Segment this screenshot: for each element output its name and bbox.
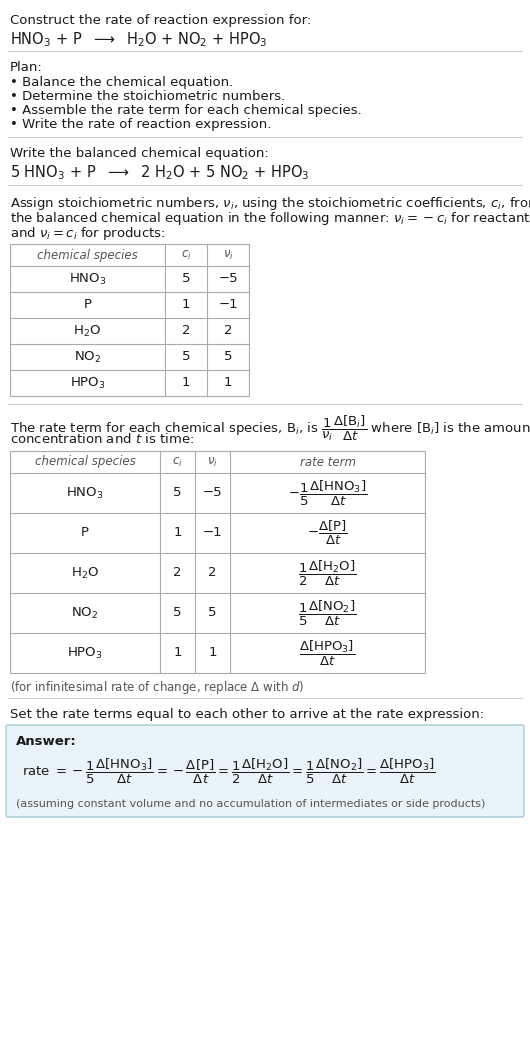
Text: HPO$_3$: HPO$_3$ xyxy=(69,376,105,390)
Text: Construct the rate of reaction expression for:: Construct the rate of reaction expressio… xyxy=(10,14,311,27)
Text: $\dfrac{1}{2}\dfrac{\Delta[\mathrm{H_2O}]}{\Delta t}$: $\dfrac{1}{2}\dfrac{\Delta[\mathrm{H_2O}… xyxy=(298,559,357,588)
Text: • Determine the stoichiometric numbers.: • Determine the stoichiometric numbers. xyxy=(10,90,285,103)
Text: P: P xyxy=(81,526,89,540)
Text: NO$_2$: NO$_2$ xyxy=(72,606,99,620)
Text: Plan:: Plan: xyxy=(10,61,43,74)
Text: 5: 5 xyxy=(182,350,190,364)
Bar xyxy=(10,244,249,396)
Text: • Write the rate of reaction expression.: • Write the rate of reaction expression. xyxy=(10,118,271,131)
Text: 5: 5 xyxy=(173,486,182,500)
Text: chemical species: chemical species xyxy=(37,249,138,262)
Text: −1: −1 xyxy=(218,298,238,312)
Text: • Assemble the rate term for each chemical species.: • Assemble the rate term for each chemic… xyxy=(10,104,362,117)
Text: HPO$_3$: HPO$_3$ xyxy=(67,645,103,661)
Text: HNO$_3$: HNO$_3$ xyxy=(66,485,104,501)
Text: 1: 1 xyxy=(173,526,182,540)
Text: 1: 1 xyxy=(182,298,190,312)
Text: 2: 2 xyxy=(224,324,232,338)
Text: NO$_2$: NO$_2$ xyxy=(74,349,101,365)
Text: −5: −5 xyxy=(218,273,238,286)
Bar xyxy=(10,451,425,673)
Text: −1: −1 xyxy=(202,526,222,540)
Text: concentration and $t$ is time:: concentration and $t$ is time: xyxy=(10,432,194,446)
Text: The rate term for each chemical species, B$_i$, is $\dfrac{1}{\nu_i}\dfrac{\Delt: The rate term for each chemical species,… xyxy=(10,414,530,444)
Text: 5: 5 xyxy=(208,607,217,619)
Text: H$_2$O: H$_2$O xyxy=(71,566,99,581)
Text: 1: 1 xyxy=(173,646,182,659)
Text: (assuming constant volume and no accumulation of intermediates or side products): (assuming constant volume and no accumul… xyxy=(16,799,485,809)
Text: rate $= -\dfrac{1}{5}\dfrac{\Delta[\mathrm{HNO_3}]}{\Delta t} = -\dfrac{\Delta[\: rate $= -\dfrac{1}{5}\dfrac{\Delta[\math… xyxy=(22,757,436,787)
Text: $c_i$: $c_i$ xyxy=(172,455,183,469)
Text: −5: −5 xyxy=(202,486,222,500)
Text: 5: 5 xyxy=(224,350,232,364)
Text: (for infinitesimal rate of change, replace $\Delta$ with $d$): (for infinitesimal rate of change, repla… xyxy=(10,679,304,696)
Text: 5 HNO$_3$ + P  $\longrightarrow$  2 H$_2$O + 5 NO$_2$ + HPO$_3$: 5 HNO$_3$ + P $\longrightarrow$ 2 H$_2$O… xyxy=(10,163,310,182)
Text: 5: 5 xyxy=(182,273,190,286)
Text: 2: 2 xyxy=(173,567,182,579)
Text: and $\nu_i = c_i$ for products:: and $\nu_i = c_i$ for products: xyxy=(10,225,165,242)
Text: 2: 2 xyxy=(208,567,217,579)
Text: HNO$_3$: HNO$_3$ xyxy=(69,272,107,287)
Text: 1: 1 xyxy=(182,377,190,389)
Text: 1: 1 xyxy=(224,377,232,389)
Text: $-\dfrac{1}{5}\dfrac{\Delta[\mathrm{HNO_3}]}{\Delta t}$: $-\dfrac{1}{5}\dfrac{\Delta[\mathrm{HNO_… xyxy=(288,478,367,507)
Text: $\nu_i$: $\nu_i$ xyxy=(207,455,218,469)
Text: H$_2$O: H$_2$O xyxy=(74,323,102,339)
Text: 2: 2 xyxy=(182,324,190,338)
Text: Write the balanced chemical equation:: Write the balanced chemical equation: xyxy=(10,147,269,160)
Text: $\dfrac{\Delta[\mathrm{HPO_3}]}{\Delta t}$: $\dfrac{\Delta[\mathrm{HPO_3}]}{\Delta t… xyxy=(299,638,356,667)
Text: Set the rate terms equal to each other to arrive at the rate expression:: Set the rate terms equal to each other t… xyxy=(10,708,484,721)
Text: Answer:: Answer: xyxy=(16,735,77,748)
Text: $c_i$: $c_i$ xyxy=(181,249,191,262)
Text: rate term: rate term xyxy=(299,455,356,469)
Text: 1: 1 xyxy=(208,646,217,659)
Text: $\nu_i$: $\nu_i$ xyxy=(223,249,233,262)
Text: $\dfrac{1}{5}\dfrac{\Delta[\mathrm{NO_2}]}{\Delta t}$: $\dfrac{1}{5}\dfrac{\Delta[\mathrm{NO_2}… xyxy=(298,598,357,628)
Text: Assign stoichiometric numbers, $\nu_i$, using the stoichiometric coefficients, $: Assign stoichiometric numbers, $\nu_i$, … xyxy=(10,195,530,212)
Text: • Balance the chemical equation.: • Balance the chemical equation. xyxy=(10,76,233,89)
Text: $-\dfrac{\Delta[\mathrm{P}]}{\Delta t}$: $-\dfrac{\Delta[\mathrm{P}]}{\Delta t}$ xyxy=(307,519,348,547)
Text: 5: 5 xyxy=(173,607,182,619)
Text: HNO$_3$ + P  $\longrightarrow$  H$_2$O + NO$_2$ + HPO$_3$: HNO$_3$ + P $\longrightarrow$ H$_2$O + N… xyxy=(10,30,268,49)
Text: chemical species: chemical species xyxy=(34,455,135,469)
Text: the balanced chemical equation in the following manner: $\nu_i = -c_i$ for react: the balanced chemical equation in the fo… xyxy=(10,210,530,227)
Text: P: P xyxy=(84,298,92,312)
FancyBboxPatch shape xyxy=(6,725,524,817)
